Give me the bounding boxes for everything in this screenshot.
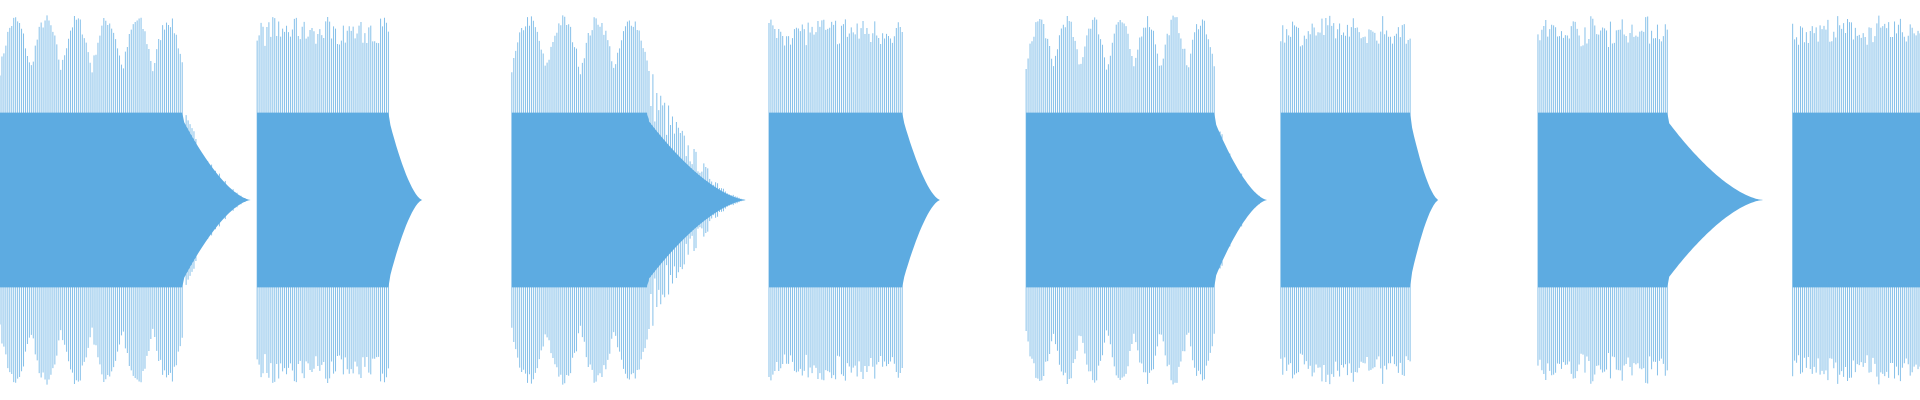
wave-core — [257, 112, 422, 288]
wave-core — [1792, 112, 1920, 288]
wave-core — [0, 112, 251, 288]
wave-core — [1026, 112, 1268, 288]
wave-core — [769, 112, 940, 288]
wave-core — [1280, 112, 1438, 288]
wave-core — [511, 112, 745, 288]
wave-core — [1538, 112, 1764, 288]
waveform-cores — [0, 112, 1920, 288]
